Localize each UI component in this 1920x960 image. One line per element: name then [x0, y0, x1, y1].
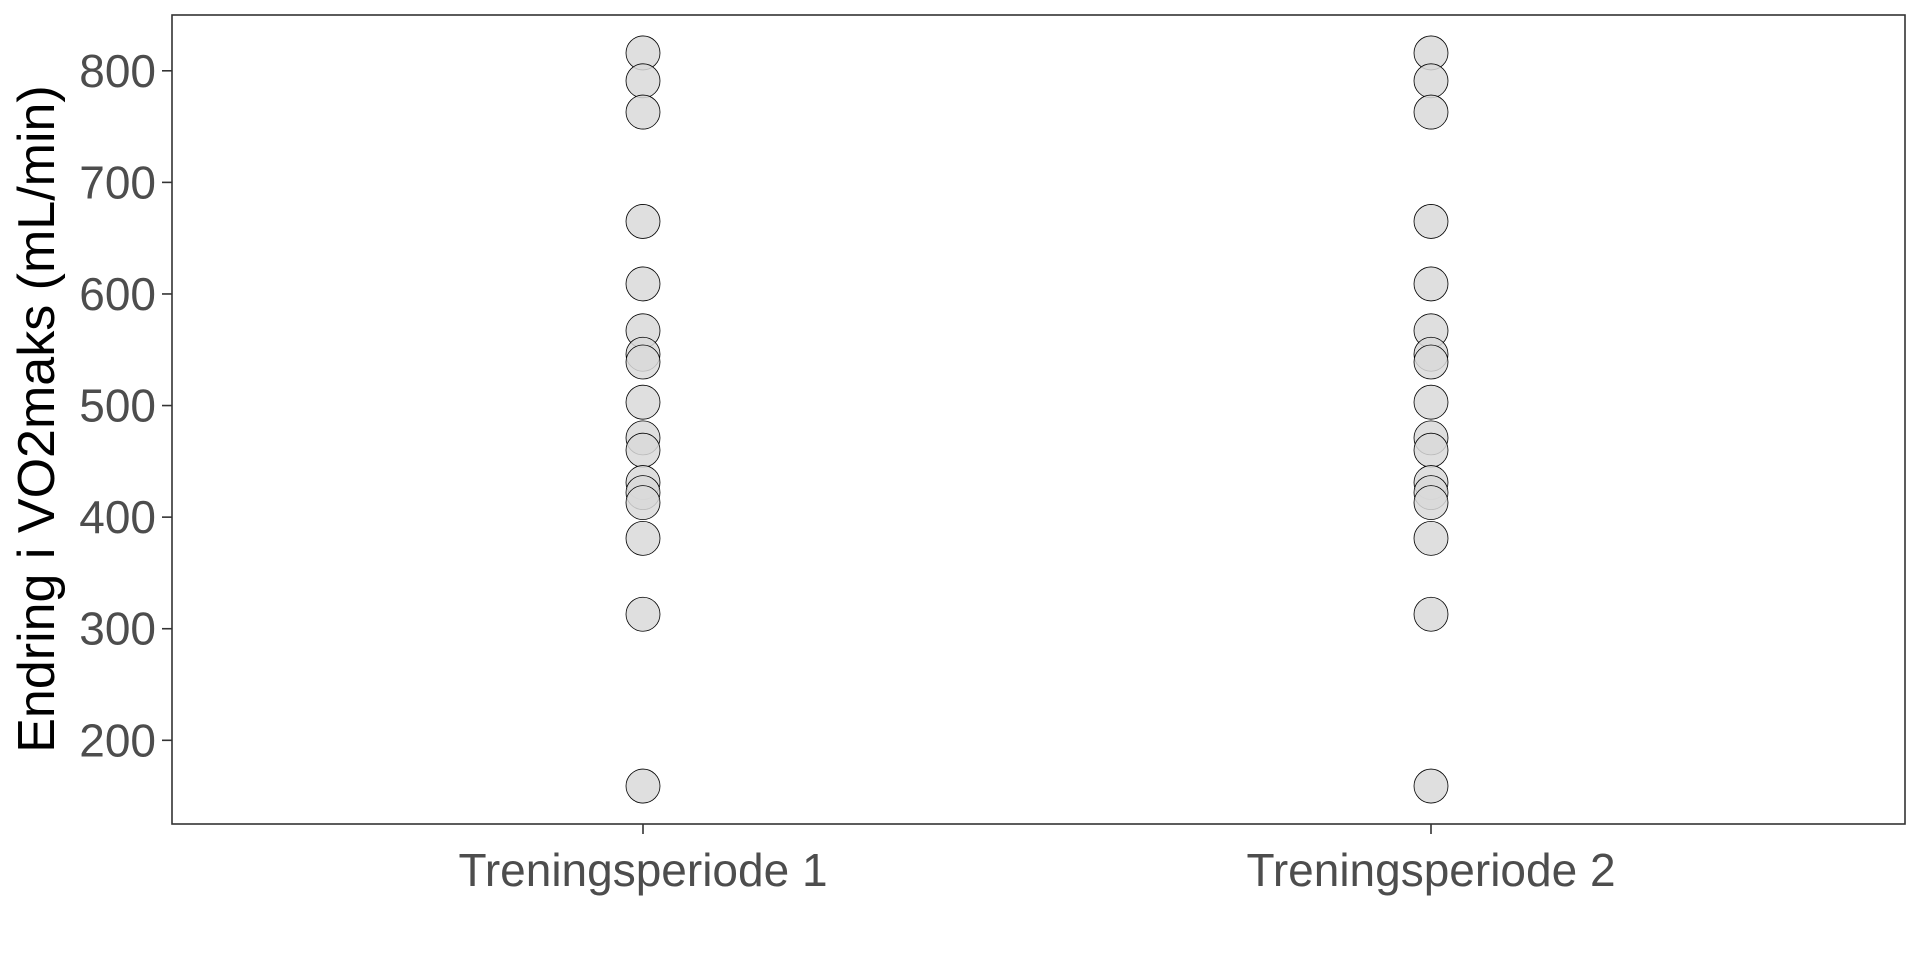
data-point — [625, 266, 661, 302]
data-point — [1413, 596, 1449, 632]
y-tick-label: 500 — [79, 380, 156, 432]
data-point — [625, 94, 661, 130]
data-point — [1413, 520, 1449, 556]
y-axis: 200 300 400 500 600 700 800 — [79, 45, 172, 766]
data-point — [1413, 266, 1449, 302]
data-point — [1413, 344, 1449, 380]
data-point — [1413, 204, 1449, 239]
y-tick-label: 400 — [79, 491, 156, 543]
y-tick-label: 700 — [79, 156, 156, 208]
y-tick-label: 600 — [79, 268, 156, 320]
data-point — [625, 520, 661, 556]
data-point — [625, 384, 661, 420]
data-point — [1413, 485, 1449, 521]
data-point — [625, 768, 661, 804]
y-tick-label: 200 — [79, 714, 156, 766]
data-point — [1413, 94, 1449, 130]
data-point — [625, 63, 661, 99]
y-tick-label: 300 — [79, 603, 156, 655]
y-tick-label: 800 — [79, 45, 156, 97]
data-point — [625, 596, 661, 632]
y-axis-title: Endring i VO2maks (mL/min) — [8, 85, 66, 753]
data-point — [1413, 432, 1449, 468]
data-point — [1413, 384, 1449, 420]
panel-border — [171, 14, 1906, 825]
data-point — [625, 344, 661, 380]
x-tick-label: Treningsperiode 2 — [1246, 844, 1615, 896]
x-axis: Treningsperiode 1 Treningsperiode 2 — [458, 824, 1616, 896]
data-point — [1413, 63, 1449, 99]
data-points — [625, 35, 1449, 804]
data-point — [1413, 768, 1449, 804]
x-tick-label: Treningsperiode 1 — [458, 844, 827, 896]
data-point — [625, 485, 661, 521]
data-point — [625, 204, 661, 239]
data-point — [625, 432, 661, 468]
